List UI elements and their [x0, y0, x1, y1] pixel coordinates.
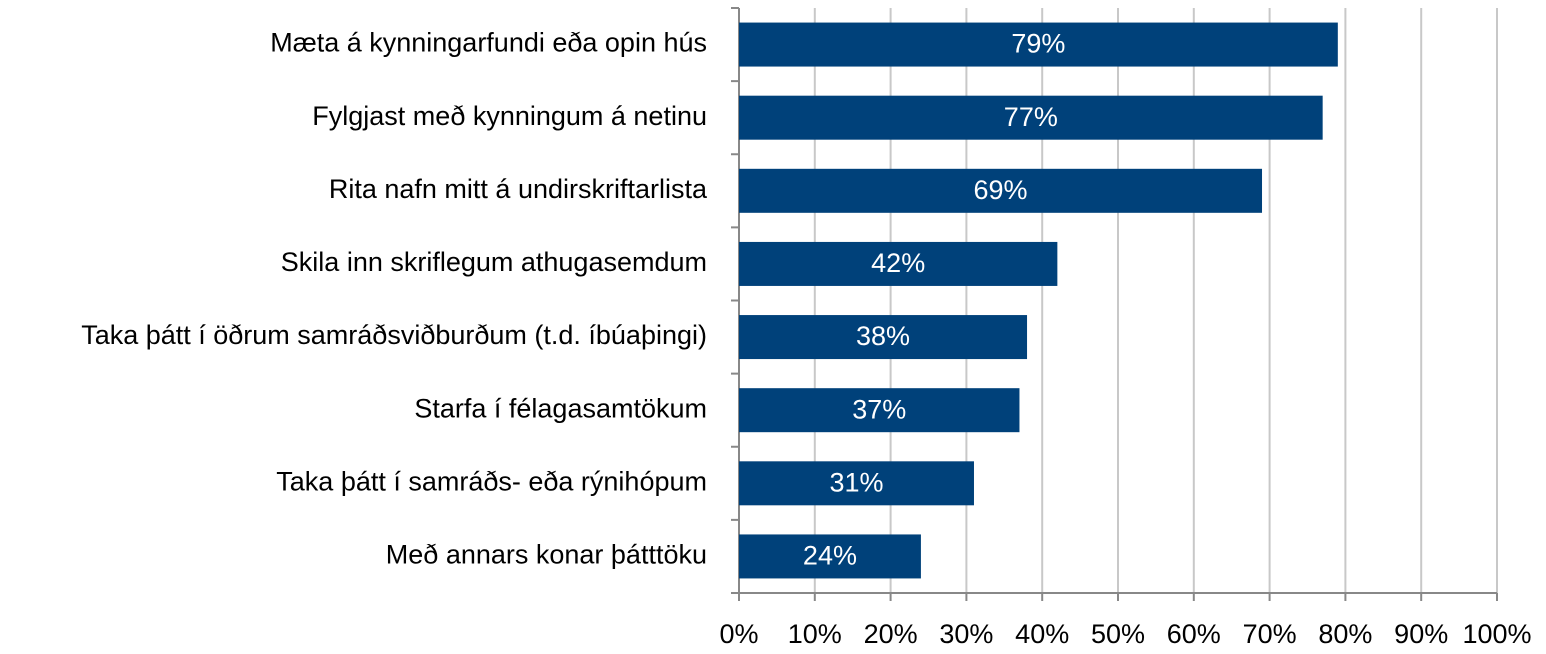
bar — [739, 22, 1338, 67]
y-tick-label: Taka þátt í öðrum samráðsviðburðum (t.d.… — [81, 320, 707, 350]
y-tick-label: Mæta á kynningarfundi eða opin hús — [270, 28, 707, 58]
y-tick-label: Taka þátt í samráðs- eða rýnihópum — [276, 466, 707, 496]
value-label: 24% — [803, 541, 857, 571]
bar — [739, 534, 921, 579]
y-tick-label: Starfa í félagasamtökum — [414, 393, 707, 423]
x-tick-label: 90% — [1394, 619, 1448, 649]
value-label: 38% — [856, 321, 910, 351]
y-tick-label: Fylgjast með kynningum á netinu — [312, 101, 707, 131]
x-tick-label: 20% — [864, 619, 918, 649]
bar — [739, 388, 1020, 433]
bar — [739, 315, 1028, 360]
value-label: 69% — [973, 175, 1027, 205]
x-tick-label: 30% — [939, 619, 993, 649]
x-tick-label: 100% — [1462, 619, 1531, 649]
x-tick-label: 40% — [1015, 619, 1069, 649]
y-tick-label: Rita nafn mitt á undirskriftarlista — [329, 174, 708, 204]
x-tick-label: 0% — [719, 619, 758, 649]
value-label: 79% — [1011, 29, 1065, 59]
value-label: 77% — [1004, 102, 1058, 132]
bar — [739, 95, 1323, 140]
x-tick-label: 50% — [1091, 619, 1145, 649]
bar — [739, 241, 1058, 286]
bar — [739, 461, 974, 506]
y-tick-label: Skila inn skriflegum athugasemdum — [281, 247, 707, 277]
x-tick-label: 60% — [1167, 619, 1221, 649]
value-label: 42% — [871, 248, 925, 278]
bar — [739, 168, 1263, 213]
x-tick-label: 70% — [1243, 619, 1297, 649]
value-label: 31% — [829, 467, 883, 497]
y-tick-label: Með annars konar þátttöku — [386, 540, 707, 570]
x-tick-label: 80% — [1318, 619, 1372, 649]
value-label: 37% — [852, 394, 906, 424]
x-tick-label: 10% — [788, 619, 842, 649]
